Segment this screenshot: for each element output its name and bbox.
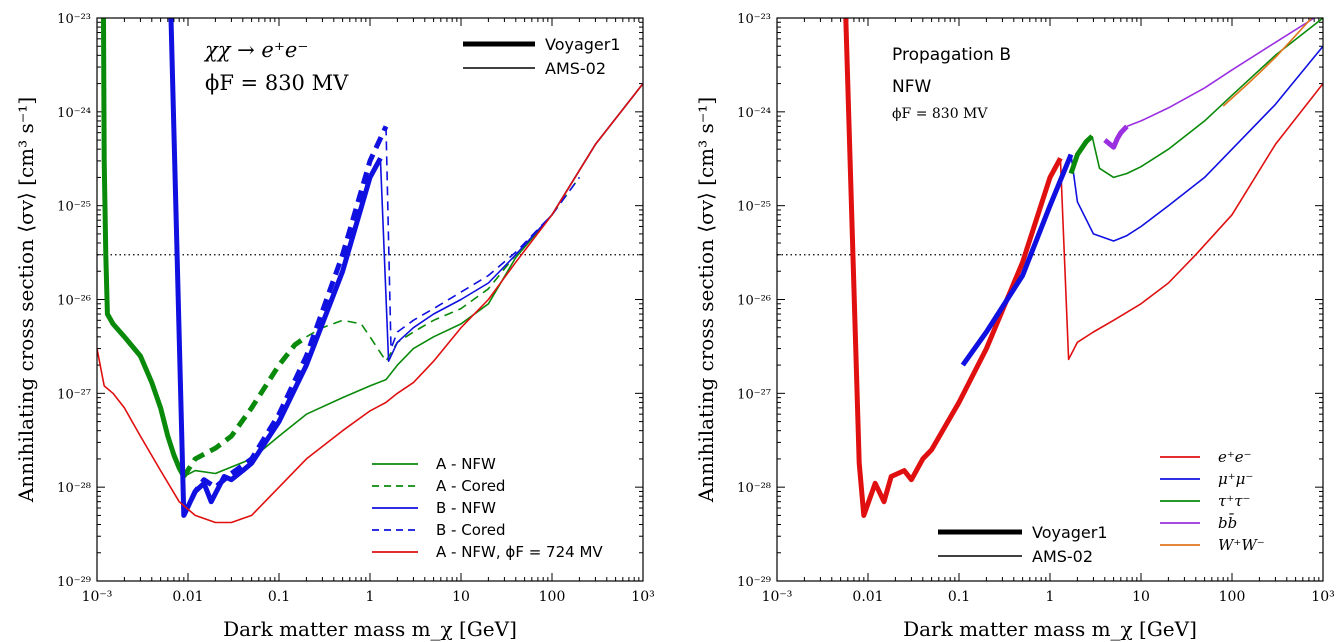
legend-label: μ⁺μ⁻ [1218,470,1253,488]
y-axis-label: Annihilating cross section ⟨σv⟩ [cm³ s⁻¹… [14,97,38,503]
annotation-potential: ϕF = 830 MV [892,106,988,122]
x-tick-label: 0.1 [948,589,970,605]
series-group [843,18,1323,518]
series-group [97,18,643,524]
y-tick-label: 10⁻²⁵ [737,200,771,215]
y-tick-label: 10⁻²⁶ [57,294,91,309]
y-tick-label: 10⁻²³ [737,12,771,27]
x-tick-label: 0.01 [172,589,203,605]
x-tick-label: 100 [1219,589,1246,605]
x-tick-label: 10 [452,589,470,605]
y-tick-label: 10⁻²⁷ [737,387,771,402]
legend-label: B - NFW [436,499,496,517]
y-tick-label: 10⁻²⁴ [57,106,91,121]
series-line [960,153,1074,367]
series-line [1068,134,1094,175]
style-legend-label: Voyager1 [1032,523,1108,542]
plot-frame [776,17,1324,582]
annotation-potential: ϕF = 830 MV [205,71,349,95]
series-line [1126,18,1315,128]
chart-panel-2: 10⁻³ 0.01 0.1 1 10 100 10³ 10⁻²⁹ 10⁻²⁸ 10⁻²⁷ 10⁻²⁶… [694,12,1335,641]
series-line [181,334,308,478]
legend-label: e⁺e⁻ [1218,448,1252,466]
y-tick-label: 10⁻²⁹ [57,575,91,590]
x-tick-label: 10⁻³ [762,589,793,605]
series-line [181,125,389,517]
series-line [1222,18,1313,107]
annotation-propagation: Propagation B [892,45,1011,65]
legend-label: A - NFW [436,455,496,473]
y-tick-label: 10⁻²⁹ [737,575,771,590]
legend-label: bb̄ [1218,514,1237,532]
x-tick-label: 1 [1046,589,1055,605]
annotation-profile: NFW [892,77,931,97]
x-tick-label: 0.01 [852,589,883,605]
y-tick-label: 10⁻²⁶ [737,294,771,309]
annotation-reaction: χχ → e⁺e⁻ [203,38,308,62]
x-tick-label: 10 [1132,589,1150,605]
y-axis-label: Annihilating cross section ⟨σv⟩ [cm³ s⁻¹… [694,97,718,503]
y-tick-label: 10⁻²⁸ [57,481,91,496]
chart-panel-1: 10⁻³ 0.01 0.1 1 10 100 10³ 10⁻²⁹ 10⁻²⁸ 10⁻²⁷ 10⁻²⁶… [14,12,655,641]
series-line [1059,83,1323,361]
series-line [379,83,643,363]
legend-label: A - NFW, ϕF = 724 MV [436,543,603,561]
series-line [183,83,643,478]
x-tick-label: 0.1 [268,589,290,605]
legend-label: B - Cored [436,521,505,539]
style-legend-label: Voyager1 [545,35,621,54]
y-tick-label: 10⁻²⁵ [57,200,91,215]
series-line [1070,45,1323,242]
x-axis-label: Dark matter mass m_χ [GeV] [903,617,1197,641]
legend-label: τ⁺τ⁻ [1218,492,1250,510]
x-tick-label: 1 [366,589,375,605]
y-tick-label: 10⁻²⁸ [737,481,771,496]
style-legend-label: AMS-02 [1032,547,1093,566]
y-tick-label: 10⁻²⁴ [737,106,771,121]
series-line [385,126,581,350]
x-tick-label: 10⁻³ [82,589,113,605]
series-line [1091,18,1323,179]
x-tick-label: 10³ [1311,589,1334,605]
style-legend-label: AMS-02 [545,59,606,78]
series-line [1103,124,1129,150]
legend-label: A - Cored [436,477,505,495]
series-line [97,83,643,524]
x-tick-label: 10³ [631,589,654,605]
plot-frame [96,17,644,582]
series-line [101,18,186,478]
series-line [306,176,581,363]
y-tick-label: 10⁻²³ [57,12,91,27]
x-axis-label: Dark matter mass m_χ [GeV] [223,617,517,641]
legend-label: W⁺W⁻ [1218,536,1265,554]
y-tick-label: 10⁻²⁷ [57,387,91,402]
x-tick-label: 100 [539,589,566,605]
